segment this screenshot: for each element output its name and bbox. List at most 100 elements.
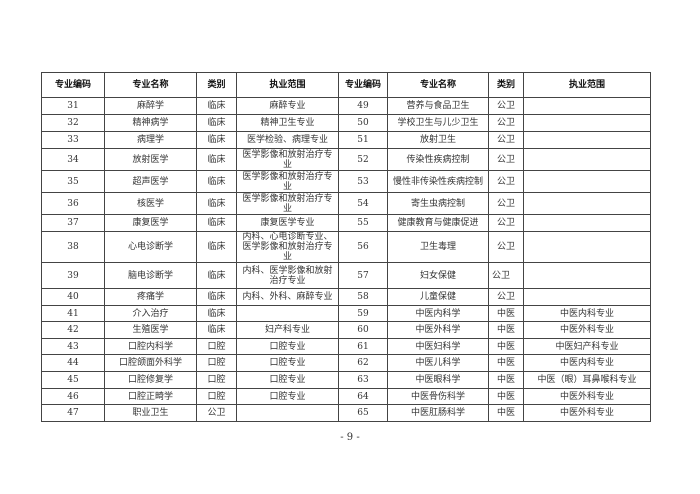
cell-name: 口腔正畸学: [104, 388, 197, 405]
header-category: 类别: [488, 72, 524, 98]
cell-name: 介入治疗: [104, 305, 197, 322]
cell-category: 临床: [196, 97, 237, 115]
table-row: 41 介入治疗 临床 59 中医内科学 中医 中医内科专业: [41, 305, 651, 322]
table-row: 32 精神病学 临床 精神卫生专业 50 学校卫生与儿少卫生 公卫: [41, 114, 651, 132]
cell-code: 33: [41, 131, 105, 149]
cell-name: 学校卫生与儿少卫生: [387, 114, 489, 132]
cell-category: 中医: [488, 388, 524, 405]
cell-scope: 中医外科专业: [523, 321, 651, 339]
cell-code: 32: [41, 114, 105, 132]
cell-code: 51: [338, 131, 388, 149]
cell-category: 临床: [196, 305, 237, 322]
cell-code: 49: [338, 97, 388, 115]
table-row: 45 口腔修复学 口腔 口腔专业 63 中医眼科学 中医 中医（眼）耳鼻喉科专业: [41, 371, 651, 389]
cell-name: 中医内科学: [387, 305, 489, 322]
cell-name: 中医眼科学: [387, 371, 489, 389]
cell-name: 精神病学: [104, 114, 197, 132]
cell-scope: 医学影像和放射治疗专业: [236, 192, 339, 215]
cell-scope: 医学检验、病理专业: [236, 131, 339, 149]
cell-name: 职业卫生: [104, 404, 197, 422]
cell-category: 临床: [196, 131, 237, 149]
cell-category: 临床: [196, 288, 237, 306]
cell-name: 妇女保健: [387, 262, 489, 289]
cell-category: 公卫: [488, 214, 524, 232]
cell-name: 传染性疾病控制: [387, 148, 489, 171]
cell-category: 口腔: [196, 388, 237, 405]
cell-name: 核医学: [104, 192, 197, 215]
cell-category: 公卫: [488, 262, 524, 289]
cell-code: 46: [41, 388, 105, 405]
cell-name: 健康教育与健康促进: [387, 214, 489, 232]
cell-code: 47: [41, 404, 105, 422]
cell-scope: 康复医学专业: [236, 214, 339, 232]
cell-category: 中医: [488, 354, 524, 372]
cell-code: 58: [338, 288, 388, 306]
cell-scope: 口腔专业: [236, 338, 339, 355]
cell-scope: 口腔专业: [236, 388, 339, 405]
cell-code: 42: [41, 321, 105, 339]
cell-category: 口腔: [196, 371, 237, 389]
cell-name: 放射医学: [104, 148, 197, 171]
cell-scope: [523, 170, 651, 193]
cell-name: 寄生虫病控制: [387, 192, 489, 215]
cell-category: 临床: [196, 170, 237, 193]
cell-code: 41: [41, 305, 105, 322]
cell-code: 50: [338, 114, 388, 132]
header-code: 专业编码: [41, 72, 105, 98]
cell-name: 疼痛学: [104, 288, 197, 306]
cell-category: 临床: [196, 214, 237, 232]
table-row: 42 生殖医学 临床 妇产科专业 60 中医外科学 中医 中医外科专业: [41, 321, 651, 339]
cell-name: 中医妇科学: [387, 338, 489, 355]
cell-code: 44: [41, 354, 105, 372]
cell-scope: 中医（眼）耳鼻喉科专业: [523, 371, 651, 389]
cell-scope: 中医内科专业: [523, 354, 651, 372]
cell-code: 63: [338, 371, 388, 389]
header-code: 专业编码: [338, 72, 388, 98]
table-row: 37 康复医学 临床 康复医学专业 55 健康教育与健康促进 公卫: [41, 214, 651, 232]
cell-scope: [523, 97, 651, 115]
table-row: 39 脑电诊断学 临床 内科、医学影像和放射治疗专业 57 妇女保健 公卫: [41, 262, 651, 289]
cell-code: 52: [338, 148, 388, 171]
cell-scope: 妇产科专业: [236, 321, 339, 339]
cell-code: 62: [338, 354, 388, 372]
cell-code: 34: [41, 148, 105, 171]
header-scope: 执业范围: [523, 72, 651, 98]
cell-category: 临床: [196, 262, 237, 289]
cell-scope: [236, 305, 339, 322]
cell-scope: [523, 114, 651, 132]
cell-category: 公卫: [488, 114, 524, 132]
cell-code: 65: [338, 404, 388, 422]
cell-name: 放射卫生: [387, 131, 489, 149]
table-row: 35 超声医学 临床 医学影像和放射治疗专业 53 慢性非传染性疾病控制 公卫: [41, 170, 651, 193]
table-row: 38 心电诊断学 临床 内科、心电诊断专业、医学影像和放射治疗专业 56 卫生毒理 公卫: [41, 231, 651, 263]
cell-name: 病理学: [104, 131, 197, 149]
cell-name: 卫生毒理: [387, 231, 489, 263]
cell-name: 口腔修复学: [104, 371, 197, 389]
cell-name: 心电诊断学: [104, 231, 197, 263]
cell-scope: [523, 192, 651, 215]
cell-scope: [236, 404, 339, 422]
header-name: 专业名称: [104, 72, 197, 98]
cell-scope: 内科、外科、麻醉专业: [236, 288, 339, 306]
cell-scope: [523, 131, 651, 149]
cell-name: 儿童保健: [387, 288, 489, 306]
cell-category: 中医: [488, 305, 524, 322]
cell-scope: 内科、心电诊断专业、医学影像和放射治疗专业: [236, 231, 339, 263]
cell-scope: 口腔专业: [236, 354, 339, 372]
cell-code: 35: [41, 170, 105, 193]
cell-name: 中医外科学: [387, 321, 489, 339]
specialty-table: 专业编码 专业名称 类别 执业范围 专业编码 专业名称 类别 执业范围 31 麻醉…: [41, 72, 651, 422]
cell-category: 中医: [488, 338, 524, 355]
cell-scope: 内科、医学影像和放射治疗专业: [236, 262, 339, 289]
cell-category: 公卫: [196, 404, 237, 422]
cell-code: 39: [41, 262, 105, 289]
table-row: 43 口腔内科学 口腔 口腔专业 61 中医妇科学 中医 中医妇产科专业: [41, 338, 651, 355]
cell-category: 中医: [488, 371, 524, 389]
cell-code: 31: [41, 97, 105, 115]
cell-category: 公卫: [488, 288, 524, 306]
cell-category: 中医: [488, 404, 524, 422]
cell-name: 脑电诊断学: [104, 262, 197, 289]
cell-scope: 中医内科专业: [523, 305, 651, 322]
cell-scope: [523, 148, 651, 171]
cell-category: 公卫: [488, 170, 524, 193]
